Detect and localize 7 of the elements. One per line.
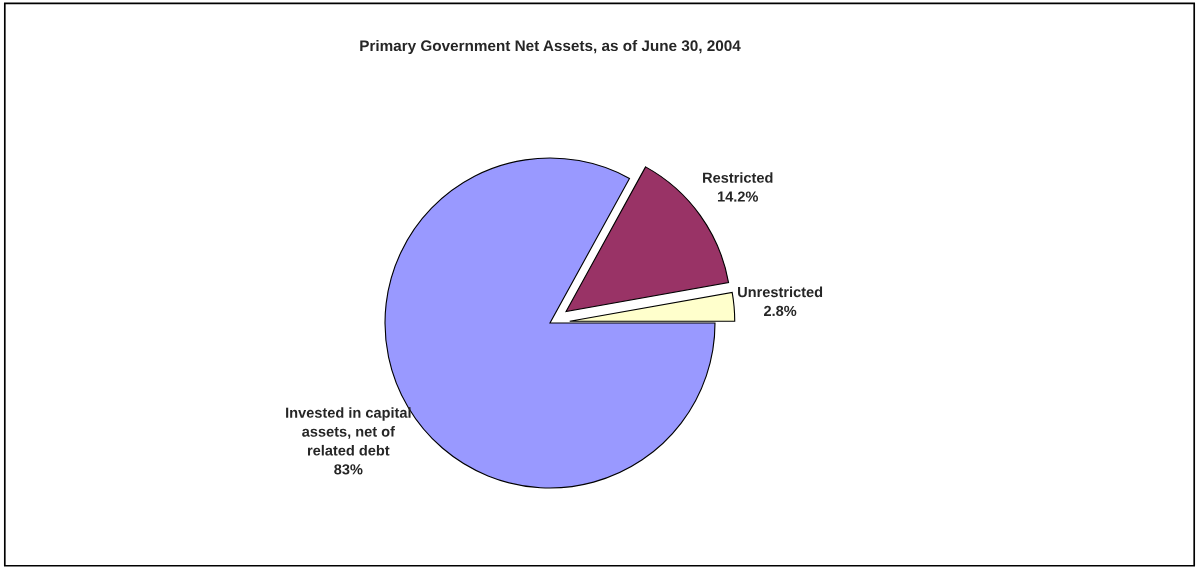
data-label: 14.2% — [717, 191, 759, 202]
chart-title: Primary Government Net Assets, as of June 30, 2004 — [360, 39, 741, 55]
data-label: 2.8% — [763, 305, 797, 317]
slice-label: Invested in capital assets, net of related debt — [286, 407, 411, 456]
data-label: 83% — [334, 464, 363, 475]
slice-label: Unrestricted — [738, 286, 823, 298]
slice-label: Restricted — [703, 172, 773, 183]
